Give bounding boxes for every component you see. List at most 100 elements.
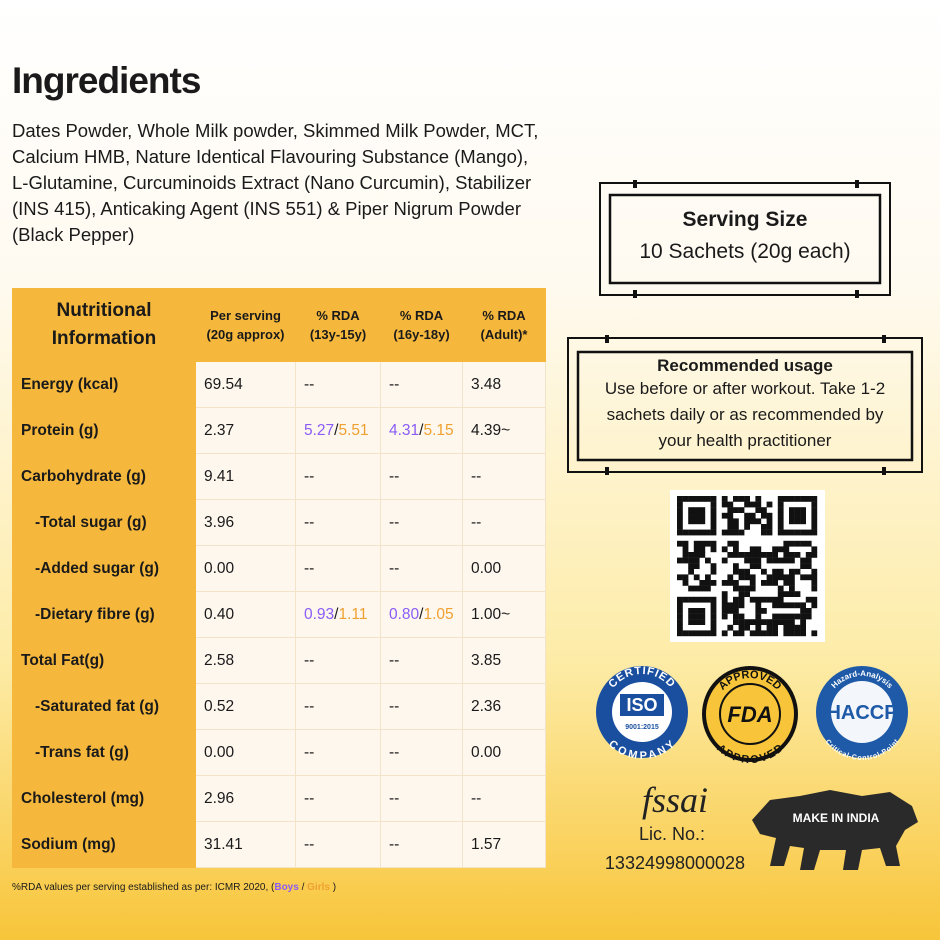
cell: 4.39~: [462, 407, 546, 454]
qr-module: [744, 591, 750, 597]
qr-module: [677, 608, 683, 614]
qr-module: [800, 608, 806, 614]
row-label: -Total sugar (g): [12, 499, 196, 546]
qr-module: [777, 585, 784, 592]
qr-module: [710, 501, 717, 508]
header-cell: Per serving (20g approx): [195, 288, 296, 362]
qr-module: [794, 496, 801, 502]
cell: --: [295, 499, 381, 546]
qr-module: [794, 552, 801, 558]
qr-module: [688, 608, 694, 614]
qr-module: [705, 529, 711, 536]
qr-module: [744, 624, 750, 631]
qr-module: [766, 512, 773, 519]
qr-module: [733, 518, 739, 525]
qr-module: [794, 613, 801, 620]
qr-module: [710, 529, 717, 536]
qr-module: [677, 624, 683, 631]
qr-module: [766, 557, 773, 564]
qr-module: [777, 602, 784, 609]
qr-module: [682, 529, 689, 536]
qr-module: [693, 518, 700, 525]
qr-module: [789, 507, 795, 513]
qr-module: [766, 580, 773, 586]
fda-badge: APPROVED APPROVED FDA: [702, 666, 798, 766]
qr-module: [744, 496, 750, 502]
qr-module: [744, 568, 750, 575]
qr-module: [699, 518, 706, 525]
qr-module: [794, 602, 801, 609]
qr-module: [777, 613, 784, 620]
qr-module: [761, 608, 767, 614]
qr-module: [727, 507, 734, 513]
table-row: Cholesterol (mg) 2.96 -- -- --: [12, 775, 546, 822]
qr-module: [761, 580, 767, 586]
qr-module: [766, 619, 773, 625]
qr-module: [755, 518, 762, 525]
qr-module: [800, 529, 806, 536]
qr-module: [721, 546, 728, 553]
iso-main: ISO: [626, 695, 657, 715]
boys-value: 4.31: [389, 421, 420, 439]
split-cell: 0.93/1.11: [295, 591, 381, 638]
qr-module: [800, 563, 806, 569]
qr-module: [755, 552, 762, 558]
qr-module: [733, 580, 739, 586]
qr-module: [749, 552, 756, 558]
qr-module: [727, 529, 734, 536]
qr-module: [800, 613, 806, 620]
qr-code: [677, 496, 818, 637]
separator: /: [334, 421, 339, 439]
qr-module: [777, 529, 784, 536]
qr-module: [789, 552, 795, 558]
qr-module: [688, 619, 694, 625]
qr-module: [755, 557, 762, 564]
qr-module: [783, 619, 790, 625]
qr-module: [710, 602, 717, 609]
make-in-india: MAKE IN INDIA: [793, 811, 880, 825]
header-cell: % RDA (13y-15y): [295, 288, 381, 362]
qr-module: [749, 512, 756, 519]
usage-title: Recommended usage: [657, 356, 833, 375]
qr-module: [783, 580, 790, 586]
qr-module: [766, 524, 773, 530]
qr-module: [755, 507, 762, 513]
footnote-girls: Girls: [307, 882, 330, 893]
cell: --: [295, 361, 381, 408]
cell: --: [380, 545, 463, 592]
qr-module: [811, 518, 818, 525]
qr-module: [682, 630, 689, 637]
qr-module: [705, 580, 711, 586]
cell: 3.96: [195, 499, 296, 546]
qr-module: [693, 608, 700, 614]
qr-module: [766, 596, 773, 603]
qr-module: [749, 546, 756, 553]
qr-module: [766, 518, 773, 525]
qr-module: [800, 624, 806, 631]
qr-module: [761, 529, 767, 536]
qr-module: [811, 496, 818, 502]
qr-module: [699, 596, 706, 603]
qr-module: [682, 557, 689, 564]
row-label: -Trans fat (g): [12, 729, 196, 776]
qr-module: [710, 496, 717, 502]
serving-text: 10 Sachets (20g each): [639, 240, 851, 263]
qr-module: [783, 574, 790, 581]
qr-module: [738, 624, 745, 631]
ingredients-title: Ingredients: [12, 60, 201, 101]
qr-module: [777, 619, 784, 625]
qr-module: [693, 552, 700, 558]
qr-module: [749, 563, 756, 569]
qr-module: [777, 512, 784, 519]
qr-module: [721, 596, 728, 603]
haccp-main: HACCP: [826, 702, 897, 724]
qr-module: [800, 602, 806, 609]
cell: 2.36: [462, 683, 546, 730]
qr-module: [800, 512, 806, 519]
qr-module: [677, 619, 683, 625]
qr-module: [727, 602, 734, 609]
table-row: Total Fat(g) 2.58 -- -- 3.85: [12, 637, 546, 684]
qr-module: [727, 524, 734, 530]
table-row: Energy (kcal) 69.54 -- -- 3.48: [12, 361, 546, 408]
serving-title: Serving Size: [682, 208, 808, 231]
